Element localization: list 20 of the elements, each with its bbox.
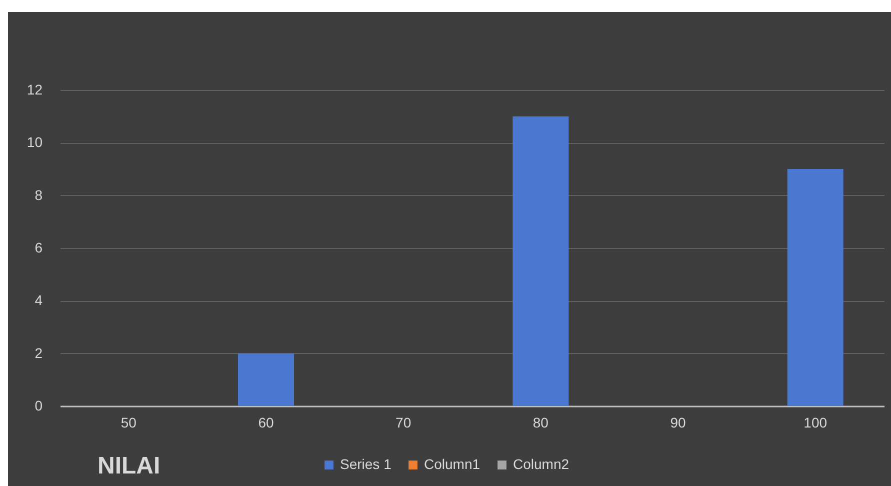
bar	[512, 116, 569, 406]
bar	[787, 169, 844, 406]
x-tick-label: 100	[804, 414, 828, 430]
y-tick-label: 0	[34, 398, 43, 414]
y-tick-label: 12	[26, 82, 43, 98]
bar	[238, 353, 294, 406]
y-tick-label: 10	[26, 134, 43, 150]
y-tick-label: 6	[34, 240, 43, 256]
x-tick-label: 50	[120, 414, 137, 430]
legend-label: Column2	[513, 456, 570, 472]
legend-label: Column1	[424, 456, 480, 472]
y-tick-label: 2	[34, 344, 43, 361]
x-tick-label: 80	[532, 414, 549, 430]
y-tick-label: 8	[34, 186, 43, 203]
y-tick-label: 4	[34, 292, 43, 308]
x-tick-label: 60	[258, 414, 274, 430]
x-tick-label: 70	[396, 414, 412, 430]
x-tick-label: 90	[670, 414, 686, 430]
x-axis-title: NILAI	[98, 452, 160, 480]
legend-label: Series 1	[340, 456, 392, 472]
